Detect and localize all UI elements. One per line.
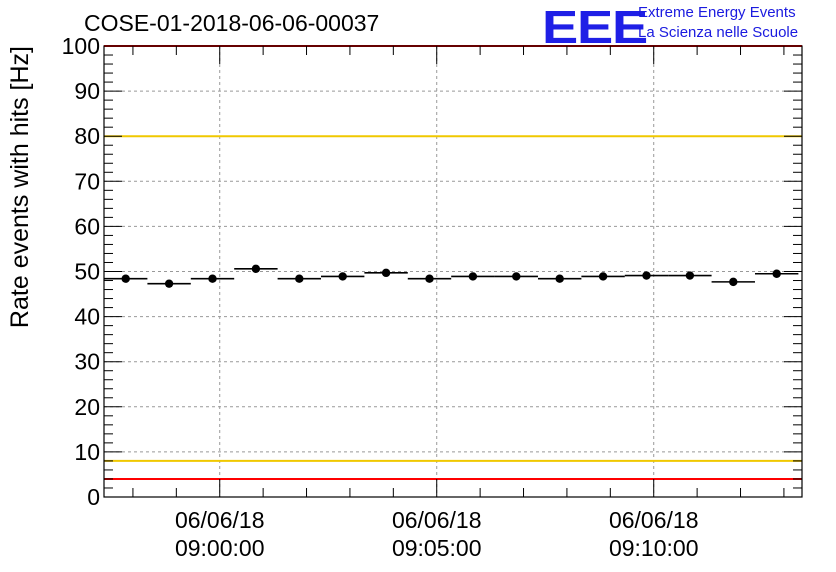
y-tick-label: 10 (74, 439, 100, 465)
data-point (599, 272, 607, 280)
data-point (338, 272, 346, 280)
x-tick-label-time: 09:00:00 (175, 535, 265, 561)
y-tick-label: 30 (74, 349, 100, 375)
data-series (104, 265, 798, 288)
data-point (121, 275, 129, 283)
data-point (555, 275, 563, 283)
y-tick-label: 0 (87, 484, 100, 510)
data-point (295, 275, 303, 283)
data-point (772, 270, 780, 278)
y-tick-label: 80 (74, 123, 100, 149)
x-tick-label-date: 06/06/18 (609, 507, 699, 533)
data-point (425, 275, 433, 283)
data-point (382, 269, 390, 277)
data-point (469, 272, 477, 280)
data-point (729, 278, 737, 286)
x-tick-label-date: 06/06/18 (175, 507, 265, 533)
y-tick-label: 20 (74, 394, 100, 420)
grid (104, 46, 802, 497)
data-point (642, 271, 650, 279)
x-tick-label-time: 09:10:00 (609, 535, 699, 561)
x-tick-label-date: 06/06/18 (392, 507, 482, 533)
y-tick-label: 50 (74, 259, 100, 285)
x-axis: 06/06/1809:00:0006/06/1809:05:0006/06/18… (133, 46, 784, 561)
y-tick-label: 100 (62, 33, 100, 59)
data-point (512, 272, 520, 280)
y-tick-label: 40 (74, 304, 100, 330)
y-axis-label: Rate events with hits [Hz] (6, 46, 34, 328)
x-tick-label-time: 09:05:00 (392, 535, 482, 561)
y-tick-label: 60 (74, 213, 100, 239)
y-tick-label: 90 (74, 78, 100, 104)
data-point (686, 271, 694, 279)
y-tick-label: 70 (74, 168, 100, 194)
data-point (252, 265, 260, 273)
data-point (165, 279, 173, 287)
reference-lines (104, 46, 802, 479)
data-point (208, 275, 216, 283)
